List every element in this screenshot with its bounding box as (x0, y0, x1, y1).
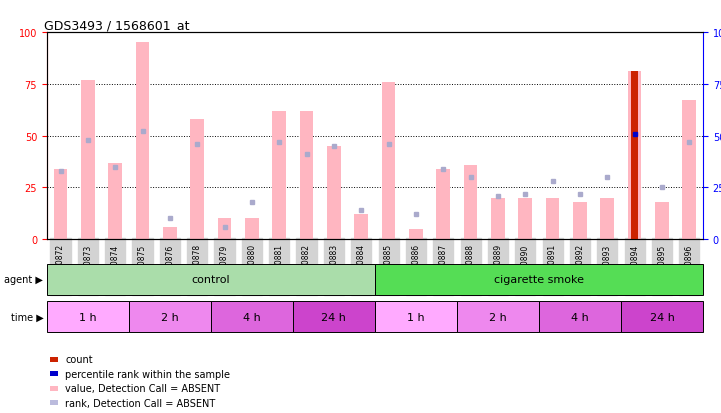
Bar (655, 202, 669, 240)
Bar (457, 301, 539, 332)
Text: 4 h: 4 h (243, 312, 261, 322)
Bar (136, 43, 149, 240)
Text: count: count (65, 354, 93, 364)
Bar (108, 163, 122, 240)
Text: GDS3493 / 1568601_at: GDS3493 / 1568601_at (43, 19, 189, 32)
Bar (273, 112, 286, 240)
Bar (601, 198, 614, 240)
Bar (491, 198, 505, 240)
Bar (546, 198, 559, 240)
Bar (381, 83, 395, 240)
Bar (464, 165, 477, 240)
Bar (621, 301, 703, 332)
Bar (300, 112, 314, 240)
Bar (47, 301, 129, 332)
Bar (375, 264, 703, 295)
Text: time ▶: time ▶ (11, 312, 43, 322)
Text: 2 h: 2 h (489, 312, 507, 322)
Text: cigarette smoke: cigarette smoke (494, 275, 584, 285)
Bar (245, 219, 259, 240)
Bar (631, 72, 638, 240)
Bar (628, 72, 642, 240)
Bar (573, 202, 587, 240)
Bar (375, 301, 457, 332)
Bar (436, 169, 450, 240)
Bar (190, 120, 204, 240)
Bar (293, 301, 375, 332)
Text: 1 h: 1 h (407, 312, 425, 322)
Bar (129, 301, 211, 332)
Text: 2 h: 2 h (161, 312, 179, 322)
Bar (163, 227, 177, 240)
Text: 24 h: 24 h (322, 312, 346, 322)
Text: 24 h: 24 h (650, 312, 674, 322)
Text: rank, Detection Call = ABSENT: rank, Detection Call = ABSENT (65, 398, 216, 408)
Bar (355, 215, 368, 240)
Bar (518, 198, 532, 240)
Bar (409, 229, 423, 240)
Bar (539, 301, 621, 332)
Text: 4 h: 4 h (571, 312, 589, 322)
Text: value, Detection Call = ABSENT: value, Detection Call = ABSENT (65, 383, 221, 393)
Bar (81, 81, 94, 240)
Text: agent ▶: agent ▶ (4, 275, 43, 285)
Bar (211, 301, 293, 332)
Bar (53, 169, 67, 240)
Text: 1 h: 1 h (79, 312, 97, 322)
Text: percentile rank within the sample: percentile rank within the sample (65, 369, 230, 379)
Bar (327, 147, 341, 240)
Bar (47, 264, 375, 295)
Bar (218, 219, 231, 240)
Text: control: control (192, 275, 230, 285)
Bar (683, 101, 696, 240)
